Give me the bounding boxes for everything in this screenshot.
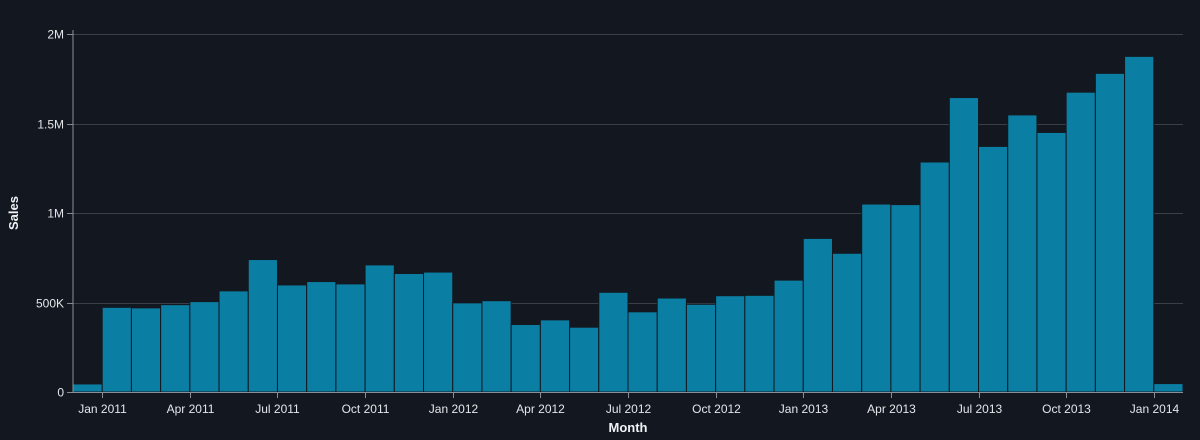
bar-2012-07: [627, 311, 658, 393]
x-tick-label: Oct 2013: [1042, 402, 1091, 416]
y-tick-label: 1.5M: [37, 118, 64, 132]
x-tick-label: Jan 2012: [429, 402, 479, 416]
bar-2011-12: [423, 271, 454, 393]
bar-2012-06: [598, 291, 629, 393]
x-tick-label: Apr 2013: [867, 402, 916, 416]
bar-2013-07: [978, 145, 1009, 393]
bar-2011-08: [306, 281, 337, 393]
bar-2012-12: [773, 279, 804, 393]
bar-2013-12: [1124, 55, 1155, 393]
bar-2013-09: [1036, 131, 1067, 393]
bar-2013-02: [831, 252, 863, 393]
y-axis-title: Sales: [6, 196, 21, 230]
bar-2012-02: [481, 300, 512, 393]
bar-2013-11: [1094, 72, 1126, 393]
axes: 0 500K 1M 1.5M 2M Jan 2011 Apr 2011 Jul 2011 Oct…: [36, 28, 1183, 416]
bar-2011-09: [335, 283, 366, 393]
bar-2011-03: [160, 304, 191, 393]
bar-2012-10: [715, 295, 746, 393]
bar-2012-01: [452, 302, 483, 393]
x-tick-label: Oct 2012: [692, 402, 741, 416]
y-tick-label: 0: [57, 386, 64, 400]
y-tick-label: 2M: [47, 28, 64, 42]
bar-2012-05: [569, 326, 600, 393]
x-tick-label: Apr 2011: [167, 402, 215, 416]
bar-2011-01: [101, 306, 132, 393]
bar-2013-01: [802, 237, 833, 393]
bar-2012-03: [510, 324, 541, 393]
bar-2011-02: [130, 307, 162, 393]
x-tick-label: Oct 2011: [342, 402, 390, 416]
bar-2013-06: [948, 97, 980, 393]
bar-2013-10: [1065, 91, 1096, 393]
bar-2013-03: [861, 203, 892, 393]
bar-2013-04: [890, 204, 921, 393]
x-tick-label: Jul 2012: [606, 402, 652, 416]
bar-2014-01: [1153, 383, 1184, 393]
y-tick-label: 1M: [47, 207, 64, 221]
bar-2012-04: [539, 319, 571, 393]
x-tick-label: Jan 2011: [78, 402, 127, 416]
x-tick-label: Jan 2013: [779, 402, 829, 416]
bar-2012-09: [685, 303, 717, 393]
bar-2011-10: [364, 264, 395, 393]
bar-2012-08: [656, 297, 687, 393]
x-tick-label: Jul 2011: [255, 402, 300, 416]
bar-2011-06: [247, 259, 278, 393]
bar-2011-07: [276, 284, 308, 393]
y-tick-label: 500K: [36, 297, 64, 311]
bars: [72, 55, 1184, 393]
x-axis-title: Month: [609, 420, 648, 435]
bar-2013-05: [919, 161, 950, 393]
bar-2011-04: [189, 301, 220, 393]
bar-2011-11: [393, 273, 425, 393]
bar-2011-05: [218, 290, 249, 393]
x-tick-label: Jul 2013: [957, 402, 1003, 416]
bar-2013-08: [1007, 114, 1038, 393]
x-tick-label: Jan 2014: [1130, 402, 1180, 416]
bar-2012-11: [744, 294, 775, 393]
x-tick-label: Apr 2012: [516, 402, 565, 416]
bar-2010-12: [72, 383, 103, 393]
